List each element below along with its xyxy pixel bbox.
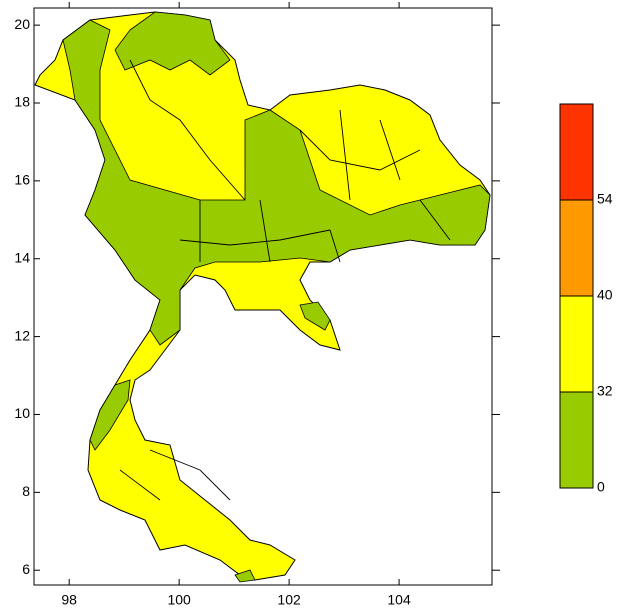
region-green	[62, 19, 491, 346]
y-tick-label: 14	[14, 249, 30, 265]
province-border	[119, 59, 451, 501]
y-tick-label: 16	[14, 172, 30, 188]
colorbar-label: 32	[597, 383, 613, 399]
colorbar-box	[559, 199, 594, 297]
x-tick-label: 102	[277, 592, 301, 608]
colorbar-label: 40	[597, 287, 613, 303]
region-green	[234, 569, 256, 583]
colorbar-box	[559, 391, 594, 489]
colorbar-label: 0	[597, 479, 605, 495]
colorbar: 0 32 40 54	[559, 103, 613, 495]
region-green	[114, 11, 231, 76]
y-tick-label: 12	[14, 327, 30, 343]
y-tick-label: 18	[14, 94, 30, 110]
colorbar-box	[559, 103, 594, 201]
region-green	[299, 301, 331, 331]
y-tick-label: 10	[14, 405, 30, 421]
axes: 98 100 102 104 6 8 10 12 14 16 18 20	[14, 2, 500, 608]
x-tick-label: 98	[61, 592, 77, 608]
plot-frame	[33, 7, 493, 586]
colorbar-box	[559, 295, 594, 393]
colorbar-label: 54	[597, 191, 613, 207]
x-tick-label: 100	[167, 592, 191, 608]
region-green	[89, 379, 131, 451]
y-tick-label: 8	[22, 483, 30, 499]
country-map	[34, 11, 491, 583]
y-tick-label: 6	[22, 561, 30, 577]
y-tick-label: 20	[14, 16, 30, 32]
x-tick-label: 104	[387, 592, 411, 608]
